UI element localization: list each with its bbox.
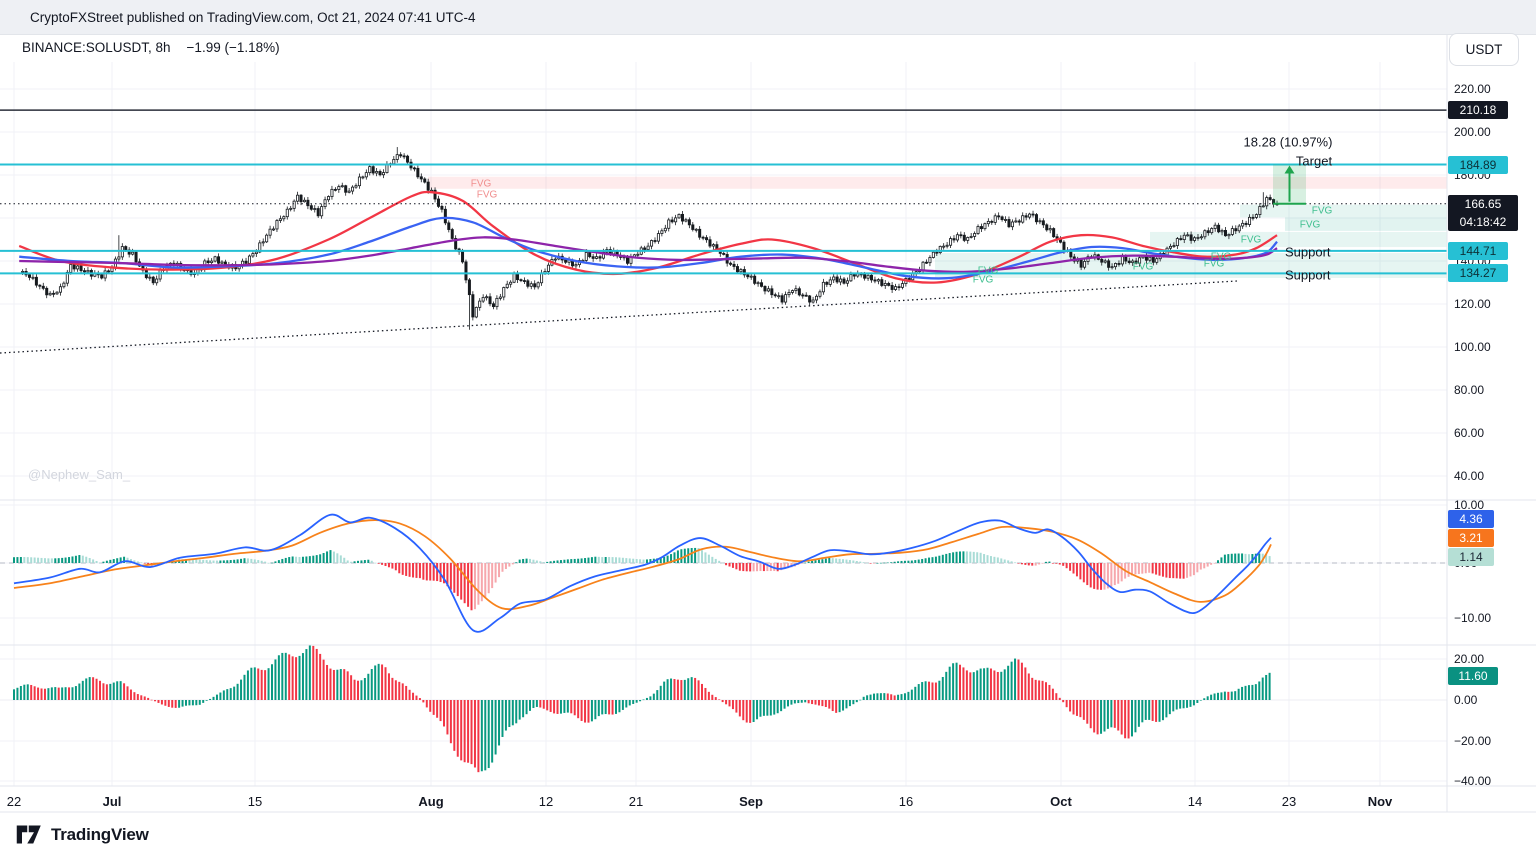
time-scale[interactable]	[0, 786, 1447, 812]
currency-toggle-button[interactable]: USDT	[1449, 33, 1519, 66]
tradingview-logo-icon	[16, 825, 41, 844]
tradingview-logo-text: TradingView	[51, 824, 149, 844]
symbol-change: −1.99 (−1.18%)	[186, 40, 280, 55]
symbol-title[interactable]: BINANCE:SOLUSDT, 8h	[22, 40, 171, 55]
symbol-header: BINANCE:SOLUSDT, 8h −1.99 (−1.18%)	[22, 40, 280, 55]
published-line: CryptoFXStreet published on TradingView.…	[30, 9, 476, 25]
watermark: @Nephew_Sam_	[28, 467, 131, 482]
tradingview-logo[interactable]: TradingView	[16, 821, 149, 848]
published-bar: CryptoFXStreet published on TradingView.…	[0, 0, 1536, 35]
price-scale[interactable]	[1447, 35, 1536, 812]
